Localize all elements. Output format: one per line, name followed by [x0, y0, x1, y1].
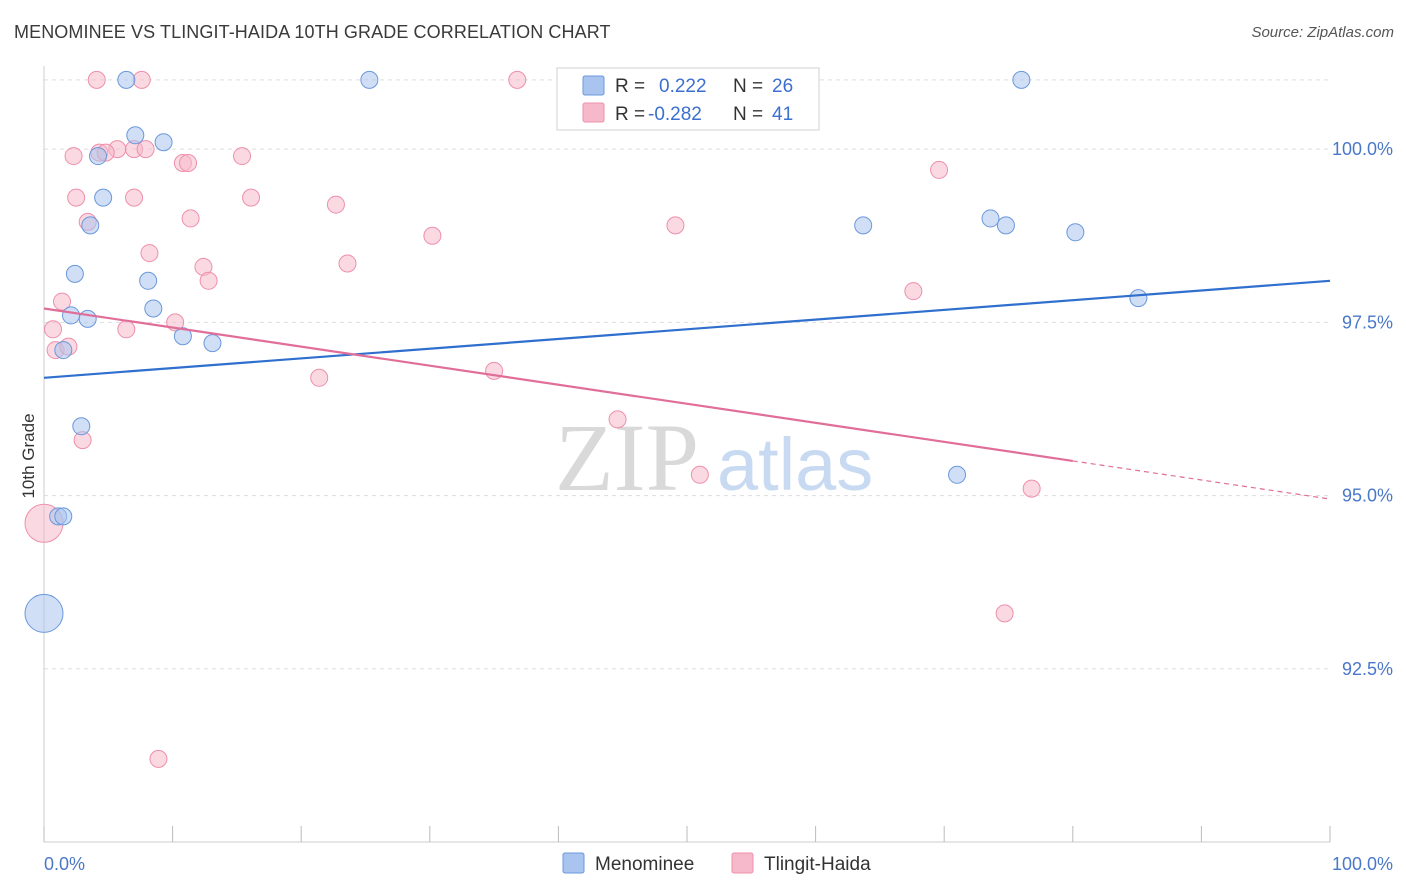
y-tick-label: 97.5% — [1342, 312, 1393, 332]
bottom-legend-tlingit-haida: Tlingit-Haida — [764, 854, 871, 875]
menominee-point — [65, 264, 84, 283]
trend-lines — [43, 279, 1331, 500]
menominee-point — [54, 341, 73, 360]
gridlines — [44, 79, 1330, 670]
legend-n-label: N = — [733, 104, 763, 125]
tlingit-haida-point — [199, 271, 218, 290]
menominee-point — [948, 465, 967, 484]
tlingit-haida-trend-extension — [1072, 460, 1331, 500]
tlingit-haida-point — [608, 410, 627, 429]
tick-labels: 92.5% 95.0% 97.5% 100.0% 0.0% 100.0% — [44, 139, 1393, 874]
menominee-point — [24, 593, 64, 633]
tlingit-haida-point — [64, 147, 83, 166]
menominee-point — [996, 216, 1015, 235]
tlingit-haida-point — [242, 188, 261, 207]
tlingit-haida-point — [423, 226, 442, 245]
menominee-point — [54, 507, 73, 526]
tlingit-haida-point — [930, 160, 949, 179]
axes — [43, 66, 1331, 843]
menominee-point — [360, 70, 379, 89]
menominee-point — [1066, 223, 1085, 242]
menominee-point — [62, 306, 81, 325]
legend-swatch-tlingit-haida — [582, 102, 605, 123]
y-axis-title: 10th Grade — [19, 413, 38, 498]
legend-r-menominee: 0.222 — [659, 76, 707, 97]
legend-r-label: R = — [615, 104, 645, 125]
menominee-point — [1012, 70, 1031, 89]
tlingit-haida-point — [690, 465, 709, 484]
legend-n-label: N = — [733, 76, 763, 97]
menominee-point — [126, 126, 145, 145]
tlingit-haida-point — [132, 70, 151, 89]
menominee-point — [144, 299, 163, 318]
bottom-legend: Menominee Tlingit-Haida — [562, 852, 871, 875]
data-points — [24, 70, 1148, 768]
tlingit-haida-trend-line — [43, 307, 1073, 463]
tlingit-haida-point — [233, 147, 252, 166]
menominee-point — [117, 70, 136, 89]
tlingit-haida-point — [67, 188, 86, 207]
menominee-point — [89, 147, 108, 166]
tlingit-haida-point — [44, 320, 63, 339]
watermark-zip: ZIP — [555, 404, 699, 511]
tlingit-haida-point — [995, 604, 1014, 623]
source-label: Source: ZipAtlas.com — [1251, 24, 1394, 41]
bottom-legend-menominee: Menominee — [595, 854, 694, 875]
menominee-point — [854, 216, 873, 235]
legend-box: R = 0.222 N = 26 R = -0.282 N = 41 — [556, 67, 820, 131]
menominee-point — [94, 188, 113, 207]
tlingit-haida-point — [140, 244, 159, 263]
legend-r-label: R = — [615, 76, 645, 97]
tlingit-haida-point — [1022, 479, 1041, 498]
tlingit-haida-point — [904, 282, 923, 301]
chart-title: MENOMINEE VS TLINGIT-HAIDA 10TH GRADE CO… — [14, 22, 611, 42]
menominee-point — [203, 334, 222, 353]
watermark-atlas: atlas — [717, 423, 873, 506]
menominee-point — [1129, 289, 1148, 308]
tlingit-haida-point — [179, 154, 198, 172]
tlingit-haida-point — [666, 216, 685, 235]
menominee-point — [173, 327, 192, 346]
x-tick-label: 0.0% — [44, 854, 85, 874]
legend-n-tlingit-haida: 41 — [772, 104, 793, 125]
tlingit-haida-point — [149, 749, 168, 768]
menominee-point — [981, 209, 1000, 228]
menominee-point — [72, 417, 91, 436]
y-tick-label: 95.0% — [1342, 486, 1393, 506]
tlingit-haida-point — [125, 188, 144, 207]
legend-r-tlingit-haida: -0.282 — [648, 104, 702, 125]
menominee-point — [78, 309, 97, 328]
menominee-point — [81, 216, 100, 235]
legend-swatch-menominee — [582, 75, 605, 96]
tlingit-haida-point — [310, 368, 329, 387]
y-tick-label: 100.0% — [1332, 139, 1393, 159]
menominee-trend-line — [43, 279, 1331, 379]
tlingit-haida-point — [117, 320, 136, 339]
tlingit-haida-point — [87, 70, 106, 89]
menominee-point — [154, 133, 173, 152]
menominee-point — [139, 271, 158, 290]
y-tick-label: 92.5% — [1342, 659, 1393, 679]
watermark: ZIP atlas — [555, 404, 873, 511]
x-tick-label: 100.0% — [1332, 854, 1393, 874]
tlingit-haida-point — [181, 209, 200, 228]
tlingit-haida-point — [508, 70, 527, 89]
tlingit-haida-point — [326, 195, 345, 214]
tlingit-haida-point — [338, 254, 357, 273]
legend-n-menominee: 26 — [772, 76, 793, 97]
bottom-legend-swatch-menominee — [562, 852, 585, 874]
tlingit-haida-point — [136, 140, 155, 159]
bottom-legend-swatch-tlingit-haida — [731, 852, 754, 874]
